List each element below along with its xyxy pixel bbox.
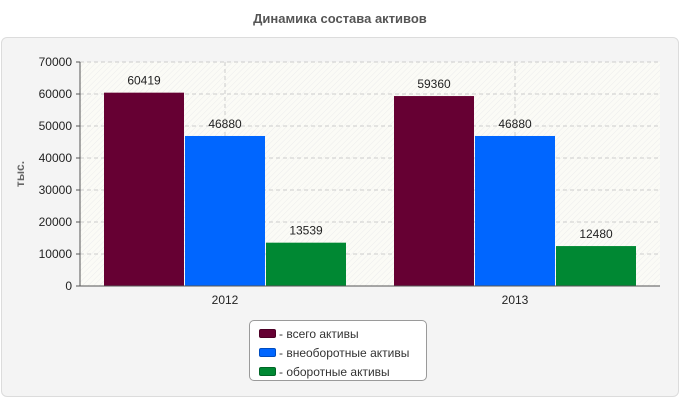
data-label: 46880: [498, 117, 532, 131]
legend-item: - оборотные активы: [259, 362, 426, 381]
bar: [185, 135, 265, 286]
y-tick-label: 10000: [39, 247, 73, 261]
data-label: 12480: [579, 227, 613, 241]
y-tick-label: 20000: [39, 215, 73, 229]
y-tick-label: 70000: [39, 55, 73, 69]
y-axis-label: тыс.: [13, 161, 27, 187]
y-tick-label: 40000: [39, 151, 73, 165]
bar: [104, 92, 184, 286]
y-tick-label: 30000: [39, 183, 73, 197]
bar: [394, 96, 474, 286]
data-label: 60419: [127, 74, 161, 88]
chart-title: Динамика состава активов: [253, 11, 427, 26]
bar: [556, 246, 636, 286]
legend-label: - всего активы: [279, 326, 359, 341]
legend-item: - всего активы: [259, 324, 426, 343]
y-tick-label: 60000: [39, 87, 73, 101]
y-tick-label: 0: [65, 279, 72, 293]
data-label: 46880: [208, 117, 242, 131]
bar: [266, 242, 346, 286]
legend: - всего активы - внеоборотные активы - обо…: [249, 320, 427, 381]
x-tick-label: 2013: [502, 293, 529, 307]
legend-item: - внеоборотные активы: [259, 343, 426, 362]
legend-label: - оборотные активы: [279, 364, 390, 379]
data-label: 13539: [289, 224, 323, 238]
legend-swatch: [259, 329, 276, 338]
legend-swatch: [259, 348, 276, 357]
legend-label: - внеоборотные активы: [279, 345, 410, 360]
data-label: 59360: [417, 77, 451, 91]
y-tick-label: 50000: [39, 119, 73, 133]
x-tick-label: 2012: [212, 293, 239, 307]
legend-swatch: [259, 367, 276, 376]
bar: [475, 135, 555, 286]
